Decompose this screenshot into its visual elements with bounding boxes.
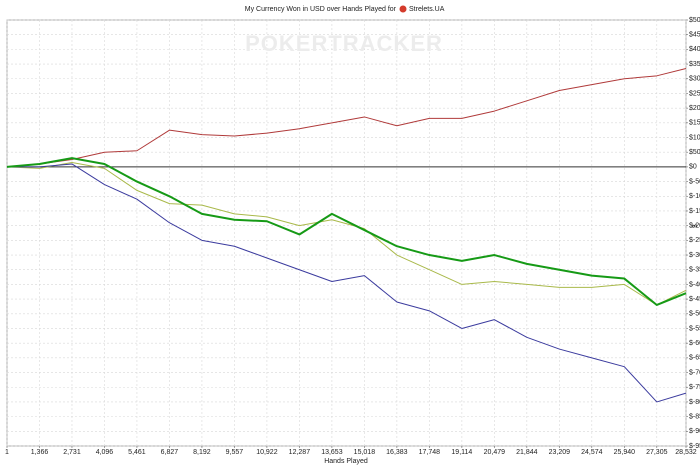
y-tick-label: $350 bbox=[689, 61, 700, 68]
x-axis-label: Hands Played bbox=[324, 458, 368, 465]
x-tick-label: 28,532 bbox=[675, 449, 697, 456]
y-tick-label: $200 bbox=[689, 105, 700, 112]
y-tick-label: $250 bbox=[689, 90, 700, 97]
y-tick-label: $400 bbox=[689, 46, 700, 53]
y-tick-label: $-800 bbox=[689, 399, 700, 406]
y-tick-label: $100 bbox=[689, 134, 700, 141]
y-tick-label: $0 bbox=[689, 164, 697, 171]
y-tick-label: $-900 bbox=[689, 428, 700, 435]
x-tick-label: 23,209 bbox=[549, 449, 571, 456]
x-tick-label: 6,827 bbox=[161, 449, 179, 456]
y-tick-label: $-250 bbox=[689, 237, 700, 244]
y-tick-label: $-950 bbox=[689, 443, 700, 450]
x-tick-label: 12,287 bbox=[289, 449, 311, 456]
y-tick-label: $300 bbox=[689, 76, 700, 83]
x-tick-label: 25,940 bbox=[614, 449, 636, 456]
y-tick-label: $-850 bbox=[689, 413, 700, 420]
y-tick-label: $-500 bbox=[689, 311, 700, 318]
y-tick-label: $-300 bbox=[689, 252, 700, 259]
y-tick-label: $-100 bbox=[689, 193, 700, 200]
y-tick-label: $-400 bbox=[689, 281, 700, 288]
y-tick-label: $-550 bbox=[689, 325, 700, 332]
y-tick-label: $-450 bbox=[689, 296, 700, 303]
plot-layer bbox=[6, 19, 688, 448]
y-tick-label: $-350 bbox=[689, 267, 700, 274]
x-tick-label: 19,114 bbox=[451, 449, 472, 456]
y-tick-label: $-750 bbox=[689, 384, 700, 391]
y-axis-label: $ bbox=[690, 224, 697, 228]
y-tick-label: $-200 bbox=[689, 222, 700, 229]
x-tick-label: 1 bbox=[5, 449, 9, 456]
x-tick-label: 4,096 bbox=[96, 449, 114, 456]
player-name: Strelets.UA bbox=[409, 6, 445, 13]
x-tick-label: 2,731 bbox=[63, 449, 81, 456]
x-tick-label: 20,479 bbox=[484, 449, 506, 456]
x-tick-label: 5,461 bbox=[128, 449, 146, 456]
x-tick-label: 13,653 bbox=[321, 449, 343, 456]
x-tick-label: 27,305 bbox=[646, 449, 668, 456]
x-tick-label: 24,574 bbox=[581, 449, 603, 456]
player-icon bbox=[399, 5, 407, 13]
x-tick-label: 1,366 bbox=[31, 449, 49, 456]
y-tick-label: $-600 bbox=[689, 340, 700, 347]
y-tick-label: $-650 bbox=[689, 355, 700, 362]
x-tick-label: 16,383 bbox=[386, 449, 408, 456]
series-line bbox=[6, 157, 687, 306]
y-tick-label: $-700 bbox=[689, 369, 700, 376]
plot-area bbox=[6, 19, 687, 447]
series-line bbox=[6, 161, 687, 306]
x-tick-label: 9,557 bbox=[226, 449, 244, 456]
y-tick-label: $50 bbox=[689, 149, 700, 156]
chart-title: My Currency Won in USD over Hands Played… bbox=[245, 6, 397, 13]
x-tick-label: 8,192 bbox=[193, 449, 211, 456]
x-tick-label: 17,748 bbox=[419, 449, 441, 456]
y-tick-label: $-150 bbox=[689, 208, 700, 215]
series-line bbox=[6, 67, 687, 168]
y-tick-label: $-50 bbox=[689, 178, 700, 185]
x-tick-label: 15,018 bbox=[354, 449, 376, 456]
y-tick-label: $450 bbox=[689, 32, 700, 39]
y-tick-label: $500 bbox=[689, 17, 700, 24]
series-line bbox=[7, 163, 687, 403]
x-tick-label: 21,844 bbox=[516, 449, 538, 456]
y-tick-label: $150 bbox=[689, 120, 700, 127]
x-tick-label: 10,922 bbox=[256, 449, 278, 456]
watermark: POKERTRACKER bbox=[245, 31, 443, 56]
